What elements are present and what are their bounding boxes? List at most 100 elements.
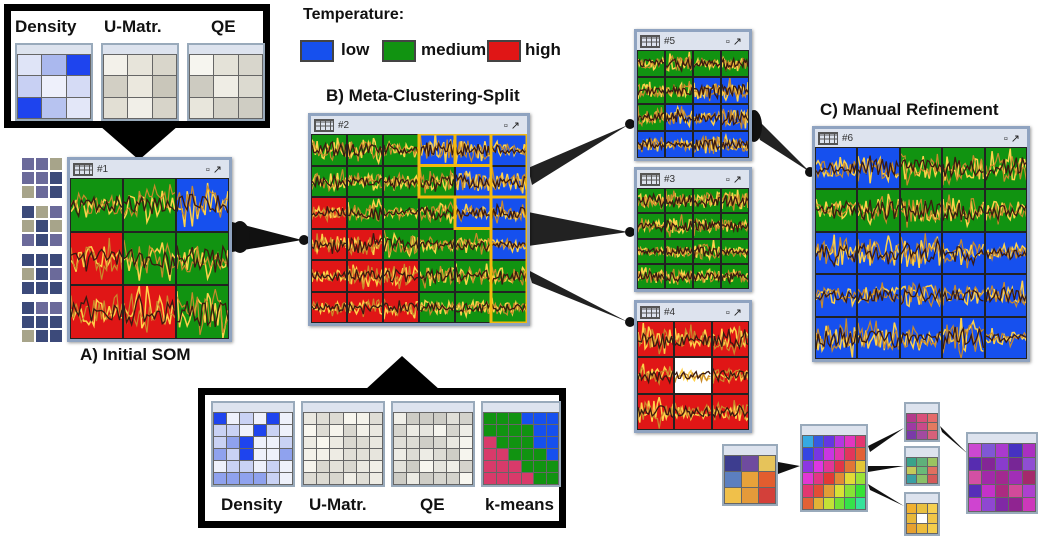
som-cell[interactable] xyxy=(722,105,748,130)
som-cell[interactable] xyxy=(492,229,526,259)
som-window-2[interactable]: #2 ▫↗ xyxy=(308,113,530,326)
som-cell[interactable] xyxy=(985,148,1026,189)
som-cell[interactable] xyxy=(384,135,418,165)
som-cell[interactable] xyxy=(694,78,720,103)
som-cell[interactable] xyxy=(124,286,175,338)
som-cell[interactable] xyxy=(384,229,418,259)
som-cell[interactable] xyxy=(456,292,490,322)
som-window-1[interactable]: #1 ▫↗ xyxy=(67,157,232,342)
thumbnail-grid[interactable] xyxy=(22,206,62,246)
som-cell[interactable] xyxy=(943,232,984,274)
som-cell[interactable] xyxy=(492,166,526,196)
grid-icon[interactable] xyxy=(640,34,660,48)
mini-som-qe-b[interactable] xyxy=(391,401,475,487)
som-cell[interactable] xyxy=(816,190,857,231)
som-cell[interactable] xyxy=(420,292,454,322)
som-cell[interactable] xyxy=(638,322,674,357)
som-cell[interactable] xyxy=(712,358,748,393)
som-cell[interactable] xyxy=(722,51,748,76)
som-cell[interactable] xyxy=(420,135,454,165)
som-cell[interactable] xyxy=(384,292,418,322)
som-cell[interactable] xyxy=(900,275,942,316)
som-cell[interactable] xyxy=(943,275,984,316)
mini-som-density[interactable] xyxy=(15,43,93,121)
mini-som-qe[interactable] xyxy=(187,43,265,121)
grid-icon[interactable] xyxy=(73,162,93,176)
som-cell[interactable] xyxy=(985,232,1026,274)
window-controls-icon[interactable]: ▫↗ xyxy=(503,119,523,132)
som-cell[interactable] xyxy=(638,189,664,213)
som-cell[interactable] xyxy=(858,317,899,358)
window-controls-icon[interactable]: ▫↗ xyxy=(205,163,225,176)
som-cell[interactable] xyxy=(638,214,664,238)
som-cell[interactable] xyxy=(348,166,382,196)
som-cell[interactable] xyxy=(666,78,692,103)
thumbnail-grid[interactable] xyxy=(22,158,62,198)
som-cell[interactable] xyxy=(124,232,175,285)
som-cell[interactable] xyxy=(312,166,346,196)
som-cell[interactable] xyxy=(456,135,490,165)
window-controls-icon[interactable]: ▫↗ xyxy=(725,306,745,319)
som-cell[interactable] xyxy=(456,261,490,291)
mini-som-umatrix-b[interactable] xyxy=(301,401,385,487)
som-cell[interactable] xyxy=(694,214,720,238)
som-cell[interactable] xyxy=(943,148,984,189)
som-cell[interactable] xyxy=(177,232,228,285)
mini-som-density-b[interactable] xyxy=(211,401,295,487)
som-cell[interactable] xyxy=(816,317,857,358)
grid-icon[interactable] xyxy=(640,172,660,186)
som-cell[interactable] xyxy=(177,286,228,338)
som-window-6[interactable]: #6 ▫↗ xyxy=(812,126,1030,362)
som-cell[interactable] xyxy=(348,292,382,322)
som-cell[interactable] xyxy=(666,189,692,213)
som-cell[interactable] xyxy=(900,232,942,274)
som-cell[interactable] xyxy=(420,229,454,259)
som-window-5[interactable]: #5 ▫↗ xyxy=(634,29,752,161)
som-cell[interactable] xyxy=(900,148,942,189)
som-cell[interactable] xyxy=(348,135,382,165)
som-cell[interactable] xyxy=(943,190,984,231)
som-cell[interactable] xyxy=(722,78,748,103)
som-cell[interactable] xyxy=(858,148,899,189)
som-cell[interactable] xyxy=(492,292,526,322)
som-cell[interactable] xyxy=(816,232,857,274)
grid-icon[interactable] xyxy=(314,118,334,132)
som-cell[interactable] xyxy=(420,166,454,196)
som-cell[interactable] xyxy=(492,198,526,228)
som-cell[interactable] xyxy=(985,317,1026,358)
som-cell[interactable] xyxy=(638,51,664,76)
som-cell[interactable] xyxy=(666,239,692,263)
mini-pipeline-split-c[interactable] xyxy=(904,492,940,536)
som-cell[interactable] xyxy=(900,317,942,358)
som-cell[interactable] xyxy=(675,322,711,357)
som-cell[interactable] xyxy=(816,148,857,189)
som-cell[interactable] xyxy=(638,394,674,429)
som-cell[interactable] xyxy=(638,358,674,393)
som-cell[interactable] xyxy=(694,132,720,157)
som-cell[interactable] xyxy=(943,317,984,358)
grid-icon[interactable] xyxy=(640,305,660,319)
som-cell[interactable] xyxy=(694,239,720,263)
som-cell[interactable] xyxy=(985,275,1026,316)
som-cell[interactable] xyxy=(492,135,526,165)
som-cell[interactable] xyxy=(694,189,720,213)
som-cell[interactable] xyxy=(384,166,418,196)
som-cell[interactable] xyxy=(348,261,382,291)
som-cell[interactable] xyxy=(666,132,692,157)
mini-som-umatrix[interactable] xyxy=(101,43,179,121)
som-cell[interactable] xyxy=(312,261,346,291)
som-cell[interactable] xyxy=(722,132,748,157)
som-cell[interactable] xyxy=(675,394,711,429)
som-cell[interactable] xyxy=(675,358,711,393)
som-cell[interactable] xyxy=(348,229,382,259)
som-cell[interactable] xyxy=(666,105,692,130)
som-cell[interactable] xyxy=(348,198,382,228)
mini-pipeline-split-b[interactable] xyxy=(904,446,940,486)
window-controls-icon[interactable]: ▫↗ xyxy=(725,35,745,48)
mini-pipeline-split-a[interactable] xyxy=(904,402,940,442)
mini-pipeline-initial[interactable] xyxy=(722,444,778,506)
mini-pipeline-meta[interactable] xyxy=(800,424,868,512)
som-cell[interactable] xyxy=(858,232,899,274)
som-cell[interactable] xyxy=(492,261,526,291)
som-cell[interactable] xyxy=(456,166,490,196)
